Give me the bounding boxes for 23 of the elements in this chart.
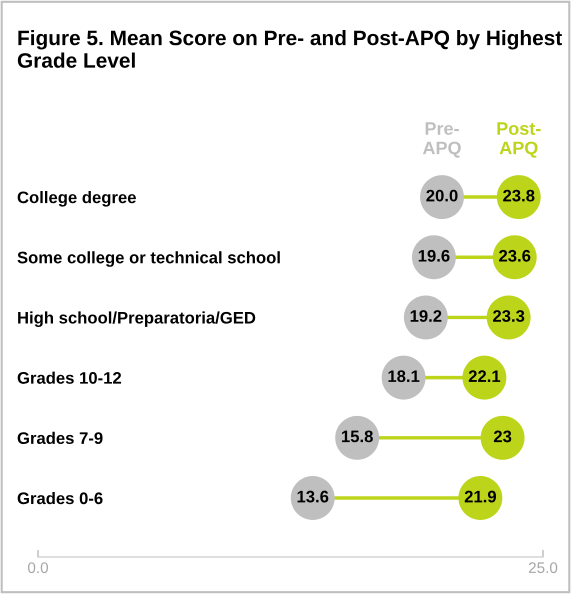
x-tick-label: 0.0 — [28, 562, 48, 574]
series-label: Pre-APQ — [422, 122, 461, 158]
data-label: 21.9 — [464, 490, 496, 502]
data-label: 15.8 — [342, 430, 373, 442]
y-tick-label: Grades 10-12 — [18, 372, 122, 384]
data-label: 13.6 — [298, 490, 328, 503]
x-tick-label: 25.0 — [528, 562, 558, 574]
data-label: 23.3 — [493, 310, 524, 322]
data-label: 20.0 — [426, 190, 458, 202]
data-label: 18.1 — [388, 370, 420, 382]
data-label: 19.2 — [410, 310, 442, 322]
data-label: 23 — [494, 430, 512, 442]
series-label: Post-APQ — [497, 122, 541, 158]
data-label: 23.6 — [499, 250, 530, 262]
y-tick-label: High school/Preparatoria/GED — [18, 311, 256, 328]
chart-title: Figure 5. Mean Score on Pre- and Post-APQ by Highest Grade Level — [18, 30, 562, 68]
y-tick-label: Grades 0-6 — [18, 492, 103, 504]
data-label: 22.1 — [468, 370, 500, 382]
y-tick-label: College degree — [18, 191, 136, 207]
y-tick-label: Grades 7-9 — [18, 432, 103, 444]
data-label: 23.8 — [503, 190, 534, 202]
y-tick-label: Some college or technical school — [17, 251, 280, 267]
data-label: 19.6 — [418, 250, 450, 262]
